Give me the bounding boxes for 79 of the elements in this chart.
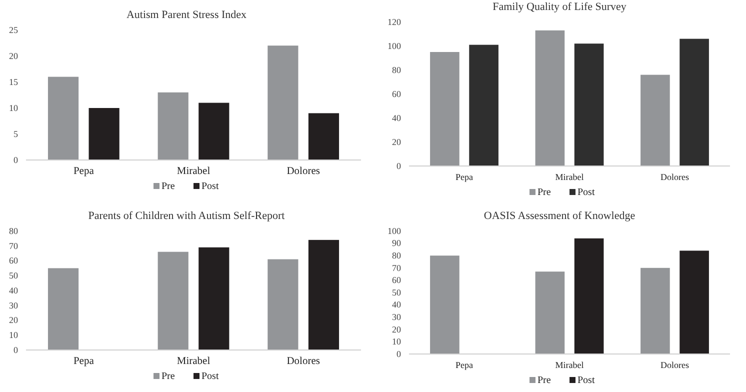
x-tick-label: Pepa	[73, 356, 94, 367]
y-tick-label: 40	[9, 285, 18, 296]
y-tick-label: 30	[9, 300, 18, 310]
legend-label: Pre	[162, 181, 176, 192]
bar	[308, 240, 340, 350]
y-tick-label: 50	[9, 270, 18, 281]
x-tick-label: Dolores	[660, 360, 690, 370]
y-tick-label: 40	[392, 112, 402, 123]
y-tick-label: 70	[392, 262, 402, 273]
bar	[469, 44, 498, 166]
x-tick-label: Mirabel	[555, 360, 584, 370]
y-tick-label: 10	[392, 336, 402, 347]
y-tick-label: 20	[9, 315, 18, 326]
bar	[198, 102, 230, 160]
y-tick-label: 10	[9, 102, 18, 113]
chart-title: Parents of Children with Autism Self-Report	[88, 210, 285, 222]
x-tick-label: Pepa	[456, 172, 474, 182]
legend-label: Pre	[162, 371, 176, 382]
bar	[574, 44, 604, 166]
bar	[430, 52, 460, 166]
chart-title: Family Quality of Life Survey	[492, 1, 627, 13]
bar	[48, 76, 79, 160]
legend-label: Post	[578, 375, 595, 386]
y-tick-label: 40	[392, 300, 402, 310]
y-tick-label: 0	[396, 348, 402, 359]
bar	[535, 30, 565, 166]
y-tick-label: 20	[392, 136, 402, 147]
bar	[158, 252, 188, 350]
bar	[198, 247, 230, 350]
bar	[535, 272, 565, 354]
y-tick-label: 80	[392, 64, 402, 75]
x-tick-label: Dolores	[286, 166, 320, 177]
y-tick-label: 0	[396, 160, 402, 171]
y-tick-label: 100	[388, 40, 402, 51]
x-tick-label: Pepa	[73, 166, 94, 177]
y-tick-label: 0	[14, 154, 18, 165]
y-tick-label: 30	[392, 312, 402, 322]
y-tick-label: 5	[14, 128, 18, 139]
x-tick-label: Mirabel	[555, 172, 584, 182]
x-tick-label: Pepa	[456, 360, 474, 370]
bar	[680, 250, 709, 354]
y-tick-label: 0	[14, 344, 18, 355]
legend-label: Post	[578, 187, 595, 198]
x-tick-label: Mirabel	[176, 356, 210, 367]
y-tick-label: 15	[9, 76, 18, 87]
y-tick-label: 60	[392, 88, 402, 99]
bar	[640, 74, 670, 166]
y-tick-label: 10	[9, 330, 18, 340]
y-tick-label: 50	[392, 287, 402, 298]
bar	[268, 46, 298, 160]
bar	[308, 113, 340, 160]
y-tick-label: 120	[388, 16, 402, 27]
y-tick-label: 80	[9, 226, 18, 236]
legend-label: Post	[202, 371, 219, 382]
y-tick-label: 60	[392, 275, 402, 286]
legend-label: Post	[202, 181, 219, 192]
chart-title: Autism Parent Stress Index	[126, 9, 248, 21]
y-tick-label: 100	[388, 226, 402, 236]
legend-label: Pre	[538, 187, 552, 198]
y-tick-label: 60	[9, 256, 18, 266]
bar	[680, 38, 709, 166]
y-tick-label: 20	[9, 50, 18, 61]
legend-label: Pre	[538, 375, 552, 386]
y-tick-label: 70	[9, 240, 18, 251]
chart-title: OASIS Assessment of Knowledge	[484, 210, 636, 222]
bar	[48, 268, 79, 350]
bar	[268, 259, 298, 350]
y-tick-label: 25	[9, 24, 18, 35]
bar	[574, 238, 604, 354]
y-tick-label: 80	[392, 250, 402, 260]
bar	[158, 92, 188, 160]
bar	[430, 256, 460, 354]
bar	[640, 268, 670, 354]
bar	[88, 108, 120, 160]
x-tick-label: Dolores	[286, 356, 320, 367]
y-tick-label: 90	[392, 238, 402, 248]
x-tick-label: Dolores	[660, 172, 690, 182]
y-tick-label: 20	[392, 324, 402, 334]
x-tick-label: Mirabel	[176, 166, 210, 177]
